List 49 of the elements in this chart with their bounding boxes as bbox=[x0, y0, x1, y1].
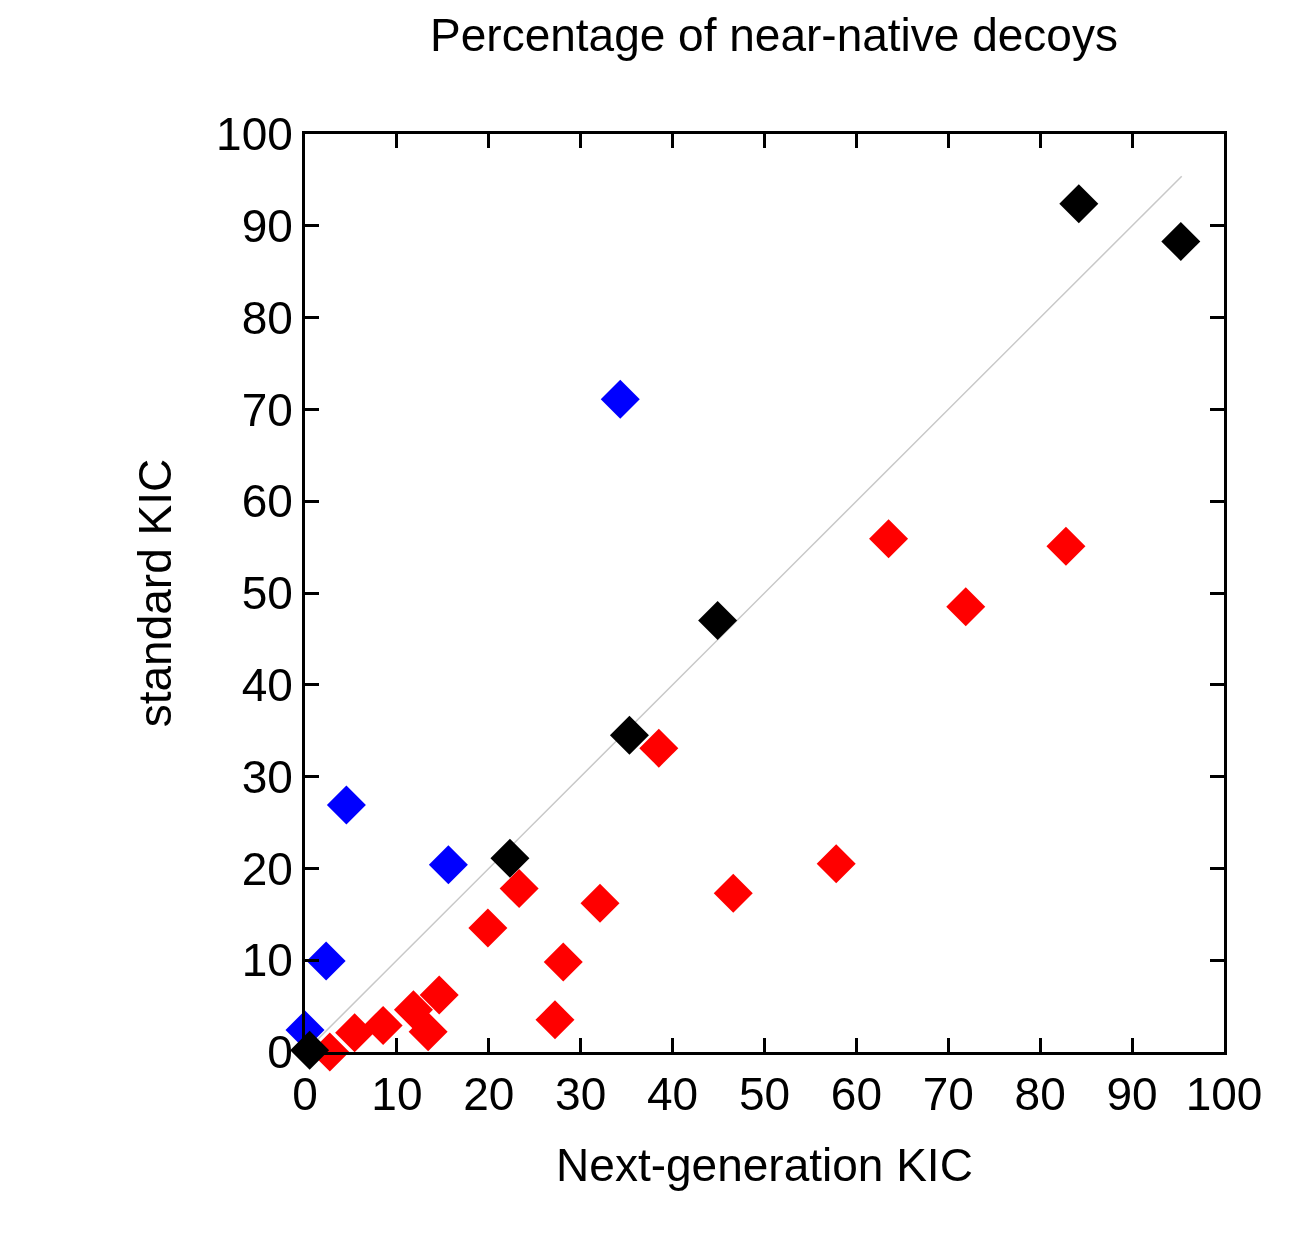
y-tick-label: 80 bbox=[241, 291, 293, 344]
x-tick-label: 10 bbox=[371, 1068, 423, 1121]
x-tick-label: 20 bbox=[463, 1068, 515, 1121]
point bbox=[1161, 221, 1201, 261]
chart-title: Percentage of near-native decoys bbox=[430, 8, 1118, 61]
point bbox=[490, 838, 530, 878]
point bbox=[335, 1013, 375, 1053]
x-tick-label: 30 bbox=[555, 1068, 607, 1121]
y-tick-label: 40 bbox=[241, 658, 293, 711]
point bbox=[869, 519, 909, 559]
point bbox=[535, 1000, 575, 1040]
point bbox=[306, 941, 346, 981]
point bbox=[600, 379, 640, 419]
x-tick-label: 40 bbox=[647, 1068, 699, 1121]
y-tick-label: 90 bbox=[241, 199, 293, 252]
point bbox=[609, 715, 649, 755]
y-tick-label: 50 bbox=[241, 567, 293, 620]
x-tick-label: 90 bbox=[1106, 1068, 1158, 1121]
x-tick-label: 100 bbox=[1185, 1068, 1263, 1121]
x-tick-label: 80 bbox=[1014, 1068, 1066, 1121]
y-tick-label: 0 bbox=[267, 1026, 293, 1079]
point bbox=[543, 942, 583, 982]
point bbox=[946, 587, 986, 627]
y-tick-label: 30 bbox=[241, 750, 293, 803]
point bbox=[1046, 526, 1086, 566]
point bbox=[393, 990, 433, 1030]
x-tick-label: 50 bbox=[738, 1068, 791, 1121]
point bbox=[326, 785, 366, 825]
point bbox=[698, 601, 738, 641]
point bbox=[580, 883, 620, 923]
x-tick-label: 60 bbox=[830, 1068, 882, 1121]
y-tick-label: 10 bbox=[241, 934, 293, 987]
point bbox=[816, 844, 856, 884]
point bbox=[468, 908, 508, 948]
x-axis-title: Next-generation KIC bbox=[556, 1138, 973, 1191]
point bbox=[1059, 184, 1099, 224]
y-tick-label: 60 bbox=[241, 475, 293, 528]
y-axis-title: standard KIC bbox=[129, 458, 182, 728]
point bbox=[428, 845, 468, 885]
point bbox=[713, 873, 753, 913]
point bbox=[499, 869, 539, 909]
x-tick-label: 70 bbox=[922, 1068, 974, 1121]
y-tick-label: 100 bbox=[216, 108, 293, 161]
point bbox=[363, 1005, 403, 1045]
point bbox=[408, 1012, 448, 1052]
y-tick-label: 20 bbox=[241, 842, 293, 895]
point bbox=[419, 975, 459, 1015]
y-tick-label: 70 bbox=[241, 383, 293, 436]
point bbox=[639, 728, 679, 768]
